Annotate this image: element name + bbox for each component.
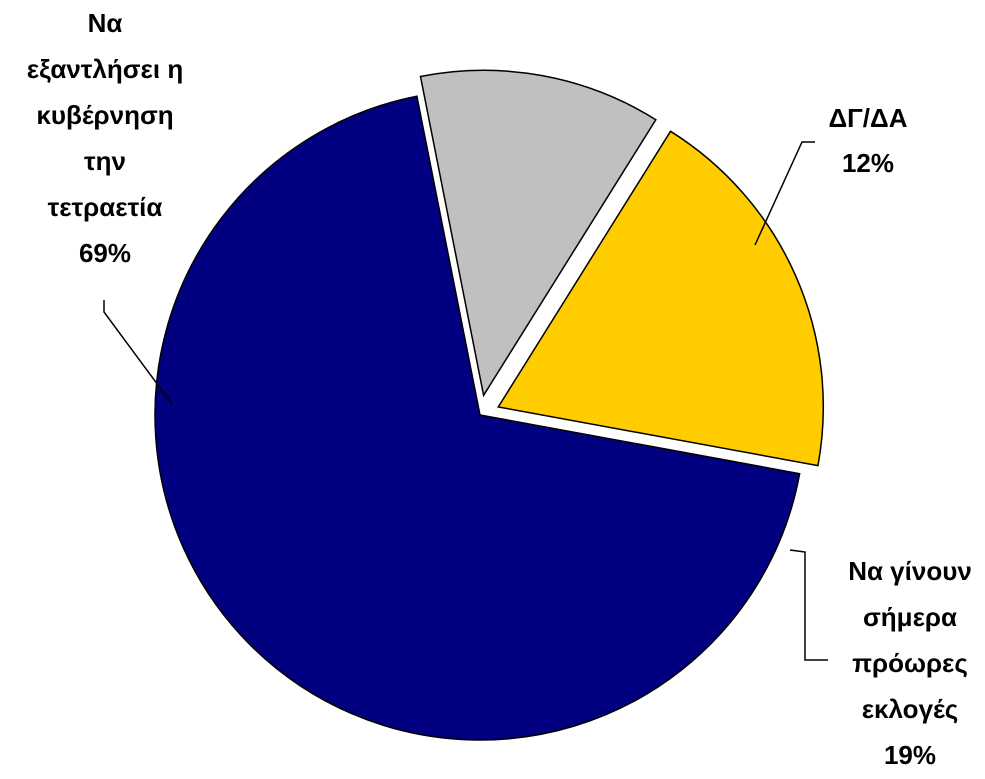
leader-line-complete-term bbox=[103, 300, 173, 405]
slice-label-line: 69% bbox=[79, 238, 131, 268]
slice-label-line: σήμερα bbox=[863, 602, 957, 632]
slice-label-line: κυβέρνηση bbox=[36, 100, 173, 130]
slice-label-line: Να bbox=[88, 8, 123, 38]
slice-label-line: τετραετία bbox=[48, 192, 163, 222]
slice-label-early-elections: Να γίνουν σήμερα πρόωρες εκλογές 19% bbox=[848, 556, 972, 770]
leader-line-dk-na bbox=[754, 141, 815, 246]
slice-label-line: πρόωρες bbox=[852, 648, 968, 678]
slice-label-line: εκλογές bbox=[862, 694, 959, 724]
slice-label-line: 19% bbox=[884, 740, 936, 770]
pie-slice-dk-na bbox=[419, 69, 657, 398]
slice-label-line: την bbox=[84, 146, 126, 176]
slice-label-complete-term: Να εξαντλήσει η κυβέρνηση την τετραετία 69% bbox=[27, 8, 183, 268]
slice-label-line: ΔΓ/ΔΑ bbox=[828, 103, 907, 133]
pie-slice-complete-term bbox=[154, 95, 801, 741]
slice-label-line: εξαντλήσει η bbox=[27, 54, 183, 84]
leader-line-early-elections bbox=[789, 549, 828, 661]
slice-label-line: Να γίνουν bbox=[848, 556, 972, 586]
pie-slice-early-elections bbox=[497, 130, 825, 467]
slice-label-dk-na: ΔΓ/ΔΑ 12% bbox=[828, 103, 907, 178]
slice-label-line: 12% bbox=[842, 148, 894, 178]
